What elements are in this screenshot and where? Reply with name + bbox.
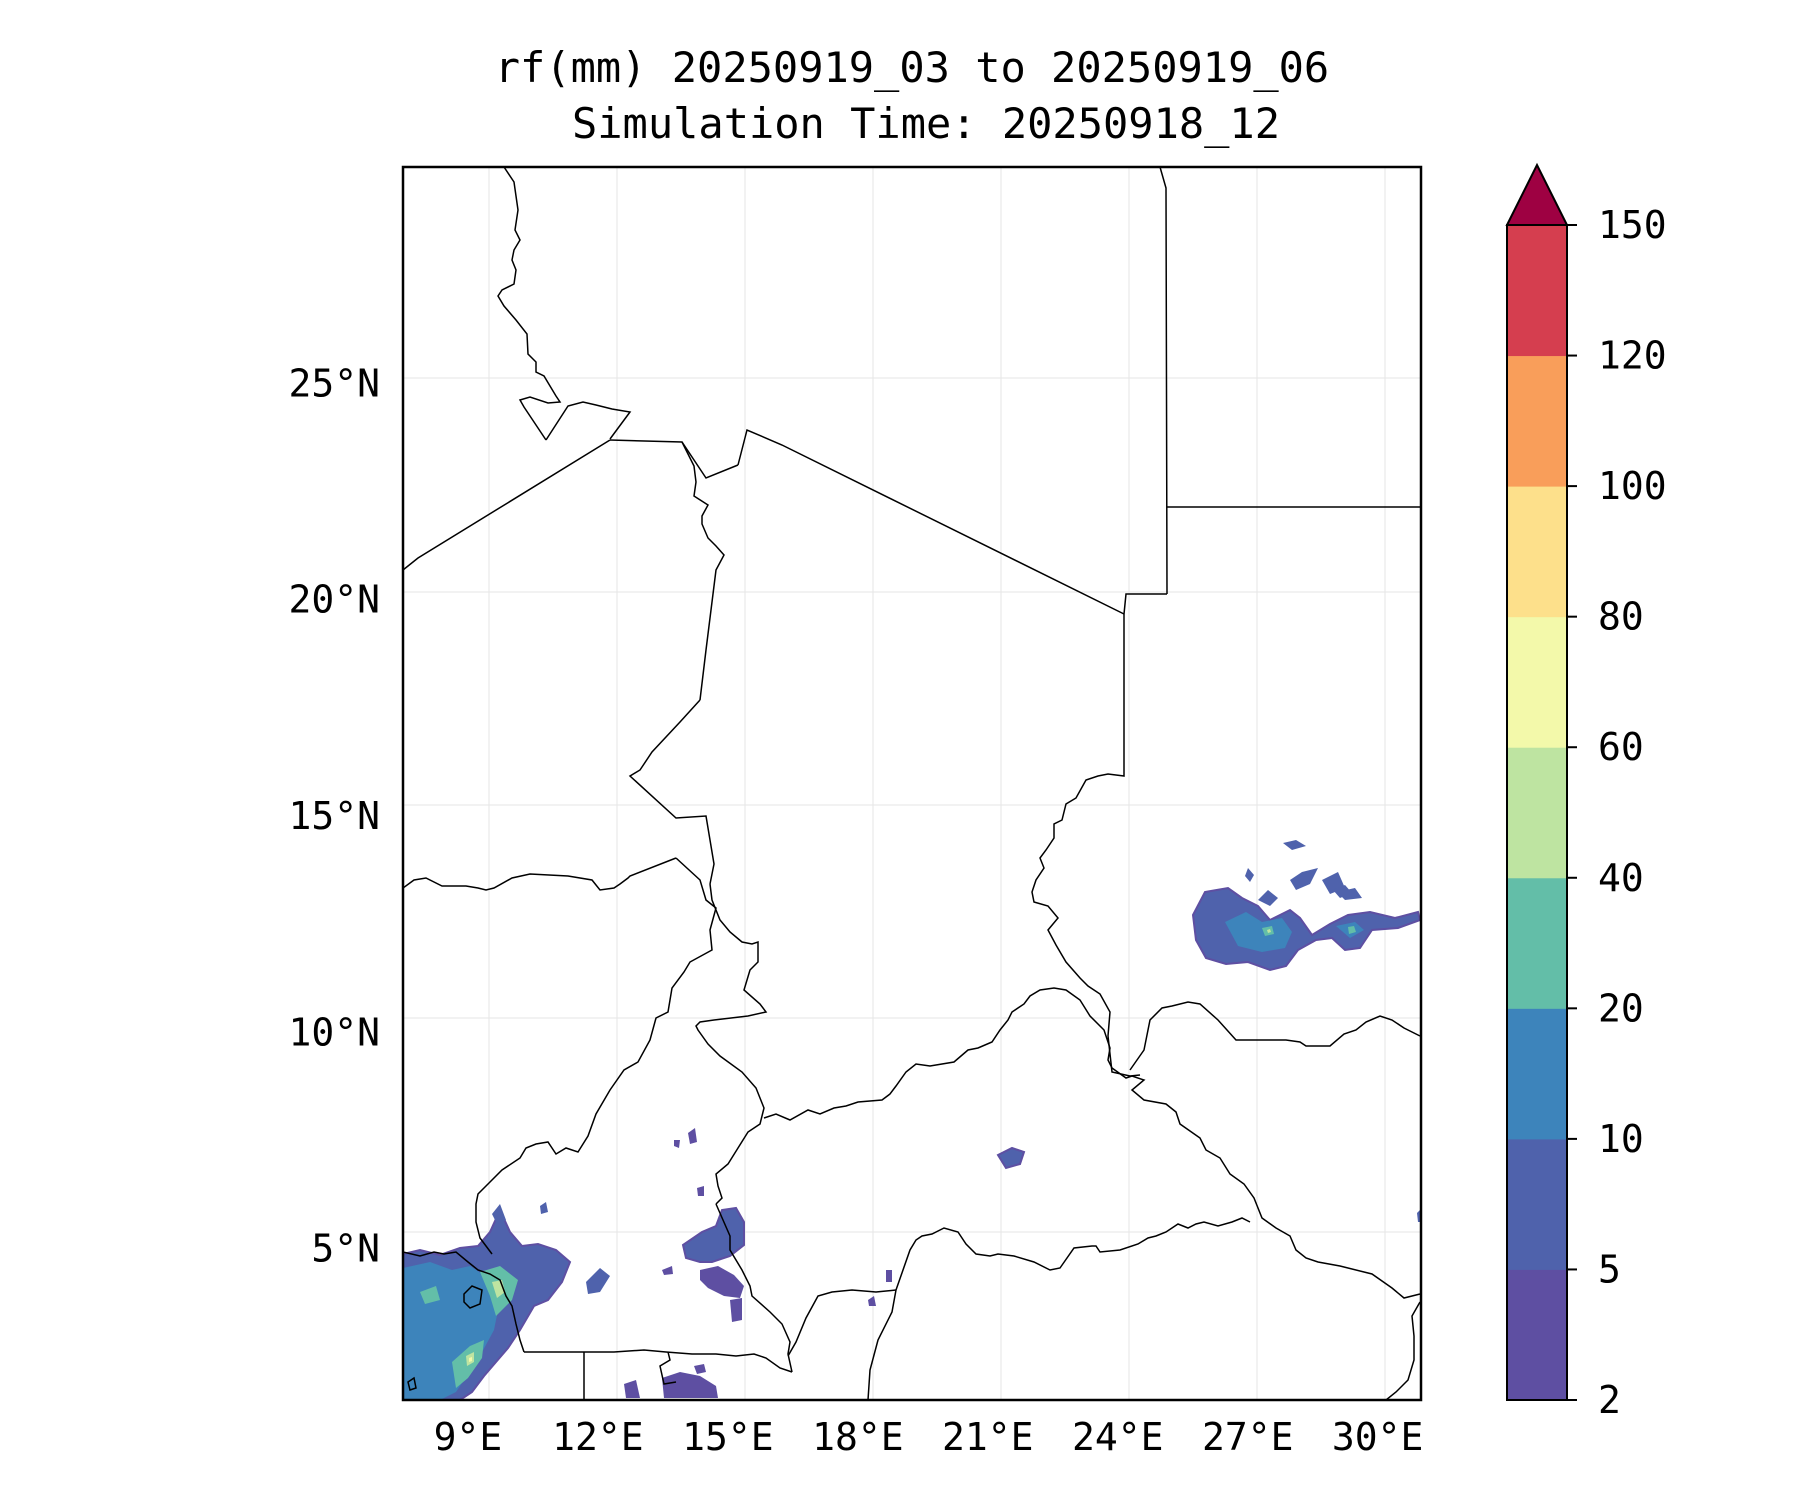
colorbar-segment <box>1507 355 1567 487</box>
map-frame <box>401 165 1423 1402</box>
map-panel <box>403 167 1421 1400</box>
colorbar-segment <box>1507 1138 1567 1270</box>
colorbar-segment <box>1507 1008 1567 1140</box>
lon-tick-label: 24°E <box>1072 1415 1164 1459</box>
lon-tick-label: 27°E <box>1202 1415 1294 1459</box>
lon-tick-label: 12°E <box>552 1415 644 1459</box>
lon-tick-label: 9°E <box>434 1415 503 1459</box>
colorbar-segment <box>1507 1269 1567 1401</box>
rain-area-car <box>996 1146 1026 1170</box>
lon-tick-labels: 9°E 12°E 15°E 18°E 21°E 24°E 27°E 30°E <box>434 1415 1424 1459</box>
colorbar-segment <box>1507 486 1567 618</box>
map-title-line1: rf(mm) 20250919_03 to 20250919_06 <box>495 43 1329 92</box>
colorbar-tick-label: 5 <box>1598 1247 1621 1291</box>
precipitation-field <box>403 840 1421 1400</box>
lon-tick-label: 15°E <box>682 1415 774 1459</box>
map-title-line2: Simulation Time: 20250918_12 <box>572 99 1280 148</box>
rain-area-east-cameroon <box>681 1206 745 1263</box>
colorbar-tick-label: 100 <box>1598 464 1667 508</box>
colorbar-segment <box>1507 616 1567 748</box>
lon-tick-label: 18°E <box>812 1415 904 1459</box>
lat-tick-label: 20°N <box>288 578 380 622</box>
lat-tick-label: 15°N <box>288 794 380 838</box>
colorbar-tick-label: 80 <box>1598 595 1644 639</box>
colorbar-segment <box>1507 747 1567 879</box>
colorbar-tick-label: 150 <box>1598 203 1667 247</box>
lon-tick-label: 30°E <box>1332 1415 1424 1459</box>
colorbar-frame <box>1506 224 1568 1401</box>
lat-tick-label: 10°N <box>288 1010 380 1054</box>
colorbar-tick-label: 120 <box>1598 334 1667 378</box>
colorbar-tick-label: 60 <box>1598 725 1644 769</box>
colorbar-segment <box>1507 225 1567 357</box>
colorbar-tick-labels: 2 5 10 20 40 60 80 100 120 150 <box>1598 203 1667 1422</box>
lat-tick-label: 25°N <box>288 361 380 405</box>
lon-tick-label: 21°E <box>942 1415 1034 1459</box>
colorbar <box>1505 162 1577 1401</box>
colorbar-tick-label: 10 <box>1598 1117 1644 1161</box>
colorbar-tick-label: 2 <box>1598 1378 1621 1422</box>
colorbar-segment <box>1507 877 1567 1009</box>
lat-tick-labels: 5°N 10°N 15°N 20°N 25°N <box>288 361 380 1270</box>
colorbar-extend-triangle <box>1505 162 1569 226</box>
lat-tick-label: 5°N <box>311 1227 380 1271</box>
country-borders <box>403 167 1421 1400</box>
colorbar-tick-label: 20 <box>1598 986 1644 1030</box>
colorbar-tick-label: 40 <box>1598 856 1644 900</box>
gridlines <box>403 167 1421 1400</box>
